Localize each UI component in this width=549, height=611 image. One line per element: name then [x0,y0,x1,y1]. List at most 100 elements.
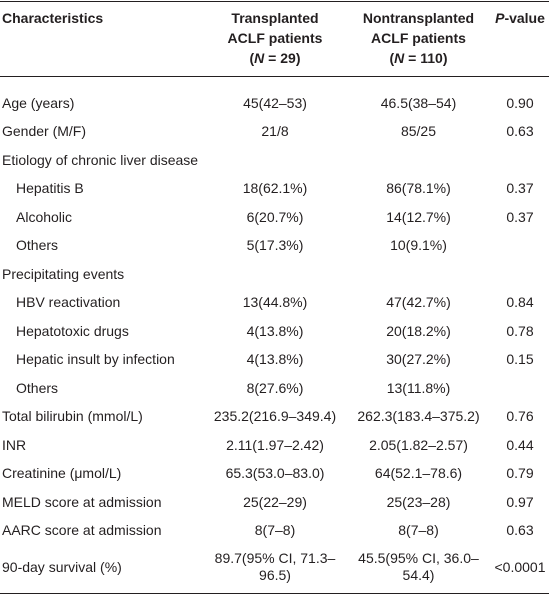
table-cell: 8(7–8) [254,522,296,539]
table-cell: Hepatotoxic drugs [16,322,129,339]
header-text: ( [249,50,255,66]
table-cell: 0.37 [506,180,534,197]
table-row: MELD score at admission 25(22–29) 25(23–28… [0,488,549,517]
table-cell: 8(7–8) [398,522,439,539]
header-cell: Transplanted ACLF patients (N = 29) [204,2,346,77]
table-cell: 4(13.8%) [246,351,304,368]
header-line: ACLF patients [348,28,489,48]
table-row: Others 5(17.3%) 10(9.1%) [0,232,549,261]
table-cell: Age (years) [2,94,75,111]
table-row: Hepatotoxic drugs 4(13.8%) 20(18.2%) 0.78 [0,317,549,346]
table-cell: 0.44 [506,436,534,453]
table-row: Creatinine (μmol/L) 65.3(53.0–83.0) 64(52.… [0,460,549,489]
table-cell: HBV reactivation [16,294,121,311]
header-cell: Nontransplanted ACLF patients (N = 110) [346,2,491,77]
header-text: = 110) [404,50,448,66]
table-row: Gender (M/F) 21/8 85/25 0.63 [0,118,549,147]
header-row: Characteristics Transplanted ACLF patients… [0,1,549,77]
header-cell: P-value [491,2,549,77]
table-cell: Total bilirubin (mmol/L) [2,408,143,425]
table-cell: 0.79 [506,465,534,482]
table-cell: 85/25 [400,123,437,140]
table-cell [491,232,549,261]
table-cell: 18(62.1%) [242,180,308,197]
section-heading: Precipitating events [2,265,125,282]
table-cell: AARC score at admission [2,522,162,539]
table-cell: 0.63 [506,522,534,539]
table-cell: 13(44.8%) [242,294,308,311]
table-header: Characteristics Transplanted ACLF patients… [0,1,549,77]
table-cell: <0.0001 [494,558,546,575]
table-cell: 46.5(38–54) [380,94,457,111]
table-cell: 10(9.1%) [390,237,447,254]
table-cell: 8(27.6%) [246,379,304,396]
header-text: N [394,50,405,66]
table-cell: 0.90 [506,94,534,111]
table-cell: 65.3(53.0–83.0) [225,465,325,482]
table-cell: 5(17.3%) [246,237,304,254]
header-cell: Characteristics [0,2,204,77]
header-line: P-value [493,8,547,28]
table-cell: INR [2,436,27,453]
table-cell: Creatinine (μmol/L) [2,465,122,482]
table-row: Age (years) 45(42–53) 46.5(38–54) 0.90 [0,77,549,118]
table-cell: 86(78.1%) [386,180,451,197]
table-cell: 45.5(95% CI, 36.0–54.4) [358,550,479,583]
header-line: ACLF patients [206,28,344,48]
table-row: Total bilirubin (mmol/L) 235.2(216.9–349.… [0,403,549,432]
header-line: Nontransplanted [348,8,489,28]
table-cell: 89.7(95% CI, 71.3–96.5) [214,550,336,583]
table-cell: 25(22–29) [243,493,307,510]
table-cell: 0.78 [506,322,534,339]
table-cell: 235.2(216.9–349.4) [213,408,337,425]
header-line: (N = 110) [348,48,489,68]
header-text: P [495,10,505,26]
header-text: = 29) [264,50,301,66]
table-cell: 45(42–53) [243,94,307,111]
table-cell: 13(11.8%) [386,379,451,396]
table-cell: 14(12.7%) [386,208,451,225]
table-cell: 21/8 [261,123,289,140]
table-cell: 0.97 [506,493,534,510]
table-cell: MELD score at admission [2,493,162,510]
table-cell: Others [16,379,59,396]
table-cell: 0.84 [506,294,534,311]
header-line: Transplanted [206,8,344,28]
table-cell: 2.05(1.82–2.57) [369,436,468,453]
table-cell: 20(18.2%) [386,322,451,339]
table-row: INR 2.11(1.97–2.42) 2.05(1.82–2.57) 0.44 [0,431,549,460]
section-heading: Etiology of chronic liver disease [2,151,199,168]
table-cell: Others [16,237,59,254]
table-cell: 90-day survival (%) [2,558,122,575]
section-row: Precipitating events [0,260,549,289]
table-cell: Alcoholic [16,208,73,225]
table-row: Hepatitis B 18(62.1%) 86(78.1%) 0.37 [0,175,549,204]
table-row: Alcoholic 6(20.7%) 14(12.7%) 0.37 [0,203,549,232]
table-cell: 0.37 [506,208,534,225]
table-row: AARC score at admission 8(7–8) 8(7–8) 0.63 [0,517,549,546]
header-text: Characteristics [2,10,104,26]
table-cell: 6(20.7%) [246,208,304,225]
header-text: ACLF patients [371,30,466,46]
header-line: (N = 29) [206,48,344,68]
table-cell: Hepatitis B [16,180,84,197]
header-text: Nontransplanted [362,10,475,26]
table-row: Others 8(27.6%) 13(11.8%) [0,374,549,403]
header-line: Characteristics [2,8,202,28]
header-text: N [254,50,265,66]
table-cell: Hepatic insult by infection [16,351,175,368]
header-text: Transplanted [231,10,319,26]
table-row: HBV reactivation 13(44.8%) 47(42.7%) 0.84 [0,289,549,318]
table-row: 90-day survival (%) 89.7(95% CI, 71.3–96.… [0,545,549,594]
table-cell: 0.15 [506,351,534,368]
table-cell: 25(23–28) [386,493,451,510]
section-row: Etiology of chronic liver disease [0,146,549,175]
table-cell: 2.11(1.97–2.42) [226,436,324,453]
header-text: ( [389,50,395,66]
table: Characteristics Transplanted ACLF patients… [0,1,549,594]
table-cell: 4(13.8%) [246,322,304,339]
table-cell: Gender (M/F) [2,123,87,140]
table-cell: 30(27.2%) [386,351,451,368]
table-cell: 0.76 [506,408,534,425]
